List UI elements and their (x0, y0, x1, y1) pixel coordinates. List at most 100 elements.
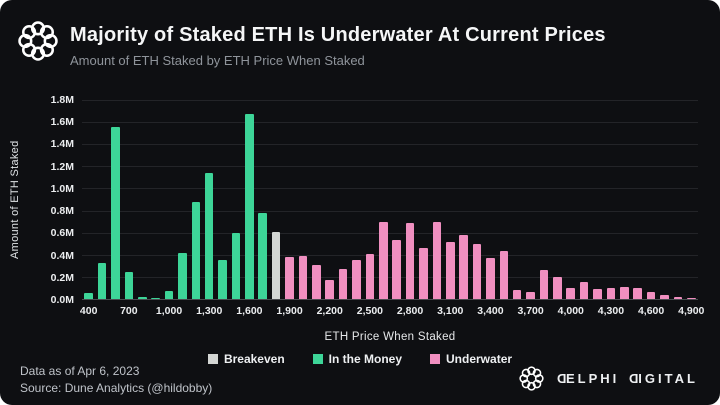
y-tick-label: 0.0M (50, 294, 74, 306)
bar-4700 (660, 294, 669, 299)
bar-3300 (472, 243, 482, 299)
bar-slot (551, 100, 564, 299)
bar-slot (417, 100, 430, 299)
bar-slot (457, 100, 470, 299)
bar-slot: 3,700 (517, 100, 544, 317)
bar-1100 (178, 252, 187, 299)
y-axis-title: Amount of ETH Staked (9, 140, 21, 260)
bar-900 (151, 297, 160, 299)
bar-4800 (673, 297, 683, 299)
bar-4300 (606, 287, 616, 299)
gridline (82, 232, 698, 234)
bar-slot: 1,600 (236, 100, 263, 317)
bar-2500 (365, 253, 375, 299)
bar-3000 (432, 221, 442, 299)
bar-4100 (579, 282, 589, 299)
plot-area: 400 700 1,000 1,300 1,600 1,900 2,200 2,500 2,80… (80, 100, 704, 317)
legend-label: In the Money (328, 352, 403, 366)
bar-3100 (445, 241, 455, 299)
y-tick-label: 1.8M (50, 94, 74, 106)
delphi-logo-icon (18, 21, 58, 61)
bar-slot (136, 100, 149, 299)
bar-slot: 400 (80, 100, 97, 317)
bar-3600 (512, 290, 522, 299)
x-tick-label: 2,500 (356, 305, 384, 317)
x-tick-label: 2,200 (316, 305, 343, 317)
bar-slot (631, 100, 644, 299)
bar-4600 (646, 292, 656, 299)
bar-2300 (338, 269, 348, 299)
x-tick-label: 2,800 (396, 305, 424, 317)
bar-3800 (539, 270, 549, 299)
gridline (82, 276, 698, 278)
bar-slot (430, 100, 443, 299)
bar-3200 (459, 234, 468, 299)
x-tick-label: 4,900 (678, 305, 705, 317)
bar-2200 (325, 280, 334, 299)
legend-item-in_the_money: In the Money (312, 352, 403, 366)
bar-slot (109, 100, 122, 299)
x-tick-label: 3,100 (437, 305, 464, 317)
bar-slot (377, 100, 390, 299)
bar-2100 (312, 264, 321, 299)
bar-800 (137, 296, 147, 299)
gridline (82, 122, 698, 124)
bar-slot (390, 100, 403, 299)
bar-slot (310, 100, 323, 299)
x-tick-label: 1,600 (236, 305, 263, 317)
brand-wordmark: DELPHI DIGITAL (553, 371, 698, 386)
delphi-logo-icon (518, 366, 544, 391)
legend-label: Breakeven (223, 352, 285, 366)
gridline (82, 166, 698, 168)
bar-slot: 2,200 (317, 100, 343, 317)
bar-1500 (231, 232, 241, 299)
y-tick-label: 0.8M (50, 205, 74, 218)
bar-slot: 4,300 (598, 100, 624, 317)
header-text: Majority of Staked ETH Is Underwater At … (70, 16, 606, 68)
data-as-of-text: Data as of Apr 6, 2023 (20, 364, 140, 378)
legend-swatch-icon (207, 354, 218, 364)
chart: Amount of ETH Staked 1.8M 1.6M 1.4M 1.2M 1.0… (0, 94, 720, 317)
gridline (82, 100, 698, 101)
bar-slot: 4,000 (558, 100, 584, 317)
legend-label: Underwater (446, 352, 513, 366)
bar-4900 (686, 298, 696, 299)
bar-1200 (191, 201, 201, 299)
bar-3700 (526, 292, 535, 299)
y-tick-label: 0.4M (50, 249, 74, 262)
bar-slot (149, 100, 162, 299)
footer-attribution: Data as of Apr 6, 2023 Source: Dune Anal… (20, 363, 212, 397)
legend-swatch-icon (312, 354, 323, 364)
legend: Breakeven In the Money Underwater (0, 352, 720, 366)
bar-slot (229, 100, 242, 299)
bars-row: 400 700 1,000 1,300 1,600 1,900 2,200 2,500 2,80… (80, 100, 704, 317)
y-tick-label: 0.2M (50, 271, 74, 284)
bar-2400 (352, 260, 361, 299)
bar-slot: 4,600 (638, 100, 664, 317)
y-tick-label: 1.2M (50, 160, 74, 173)
bar-3900 (553, 276, 562, 299)
bar-slot: 1,900 (276, 100, 303, 317)
bar-600 (111, 126, 120, 299)
bar-slot: 3,400 (477, 100, 504, 317)
bar-1000 (164, 291, 174, 299)
bar-slot (350, 100, 363, 299)
bar-slot: 1,000 (156, 100, 182, 317)
bar-slot (189, 100, 202, 299)
legend-item-breakeven: Breakeven (207, 352, 285, 366)
gridline (82, 210, 698, 212)
bar-slot (296, 100, 309, 299)
y-axis-tick-labels: 1.8M 1.6M 1.4M 1.2M 1.0M 0.8M 0.6M 0.4M 0.2M 0.0M (30, 94, 82, 306)
bar-slot (591, 100, 604, 299)
bar-slot (497, 100, 510, 299)
x-tick-label: 700 (120, 305, 138, 317)
gridline (82, 188, 698, 190)
bar-slot: 4,900 (678, 100, 704, 317)
bar-slot (256, 100, 269, 299)
bar-2800 (405, 222, 415, 299)
x-tick-label: 1,000 (155, 305, 183, 317)
bar-slot (537, 100, 550, 299)
brand-lockup: DELPHI DIGITAL (518, 365, 698, 392)
x-tick-label: 4,300 (597, 305, 625, 317)
bar-1800 (271, 231, 281, 299)
